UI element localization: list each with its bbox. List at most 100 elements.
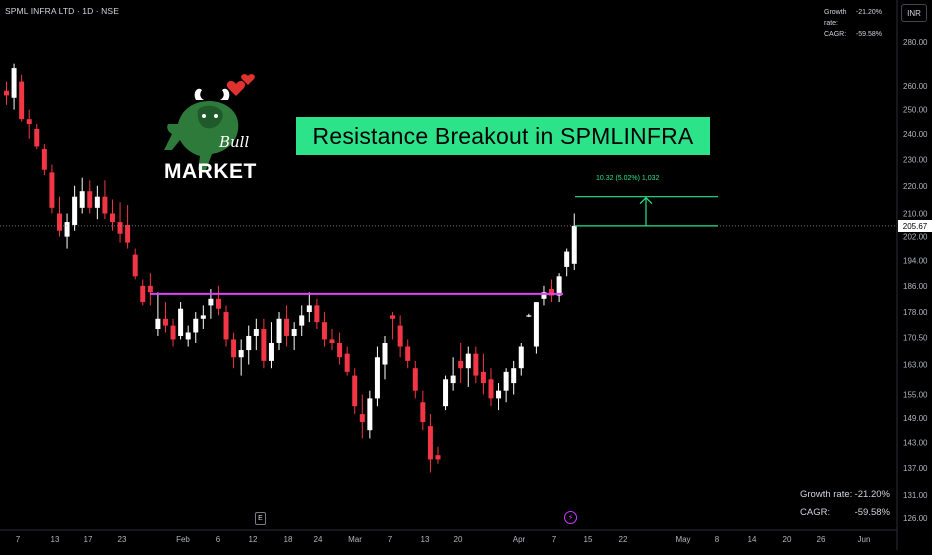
candle-body bbox=[291, 329, 297, 336]
candle bbox=[56, 196, 62, 237]
candle-body bbox=[564, 251, 570, 267]
x-tick-label: 8 bbox=[715, 535, 720, 544]
candle-body bbox=[11, 68, 17, 98]
y-tick-label: 170.50 bbox=[903, 334, 928, 343]
candle bbox=[367, 390, 373, 439]
candle-body bbox=[246, 335, 252, 351]
candle-body bbox=[185, 332, 191, 340]
candle-body bbox=[208, 298, 214, 306]
candle bbox=[276, 312, 282, 351]
candle-body bbox=[284, 318, 290, 336]
candle bbox=[261, 318, 267, 369]
candle-body bbox=[435, 455, 441, 460]
candle bbox=[87, 180, 93, 214]
candle-body bbox=[329, 339, 335, 343]
growth-value: -21.20% bbox=[855, 9, 882, 16]
candle bbox=[253, 318, 259, 351]
candle bbox=[72, 185, 78, 231]
annotation-lines bbox=[0, 196, 897, 295]
candle-body bbox=[473, 353, 479, 376]
candle bbox=[231, 332, 237, 369]
candle bbox=[223, 305, 229, 347]
candle-body bbox=[200, 315, 206, 319]
candle-body bbox=[518, 346, 524, 369]
x-tick-label: May bbox=[675, 535, 690, 544]
earnings-badge[interactable]: E bbox=[255, 512, 266, 525]
candle bbox=[314, 298, 320, 330]
x-tick-label: 6 bbox=[216, 535, 221, 544]
candle bbox=[185, 325, 191, 347]
candle bbox=[511, 360, 517, 395]
candle bbox=[299, 305, 305, 336]
candle bbox=[200, 305, 206, 330]
candle bbox=[473, 346, 479, 384]
y-tick-label: 143.00 bbox=[903, 439, 928, 448]
candle-body bbox=[147, 285, 153, 293]
candle bbox=[155, 292, 161, 336]
candle-body bbox=[496, 390, 502, 399]
candle bbox=[397, 315, 403, 358]
candle-body bbox=[321, 322, 327, 340]
x-tick-label: 15 bbox=[584, 535, 593, 544]
candle-body bbox=[4, 90, 9, 96]
candle bbox=[352, 368, 358, 415]
candle-body bbox=[443, 379, 449, 407]
y-tick-label: 210.00 bbox=[903, 209, 928, 218]
y-tick-label: 220.00 bbox=[903, 182, 928, 191]
x-tick-label: 13 bbox=[51, 535, 60, 544]
lightning-icon[interactable]: ⚡ bbox=[564, 511, 577, 524]
candle bbox=[109, 199, 115, 231]
candle bbox=[458, 342, 464, 384]
candle-body bbox=[344, 353, 350, 372]
candle-body bbox=[511, 368, 517, 384]
symbol-header[interactable]: SPML INFRA LTD · 1D · NSE bbox=[5, 6, 119, 16]
x-tick-label: Feb bbox=[176, 535, 190, 544]
candle bbox=[26, 109, 32, 139]
growth-box-bottom: Growth rate: -21.20% CAGR: -59.58% bbox=[800, 486, 890, 522]
growth-box-top: Growth rate: -21.20% CAGR: -59.58% bbox=[824, 7, 882, 40]
candle-body bbox=[87, 191, 93, 208]
candle-body bbox=[412, 368, 418, 391]
candle bbox=[496, 383, 502, 411]
x-tick-label: Mar bbox=[348, 535, 362, 544]
candle bbox=[564, 248, 570, 277]
candle bbox=[480, 353, 486, 395]
candle-body bbox=[231, 339, 237, 358]
candle-body bbox=[458, 360, 464, 369]
candle-body bbox=[117, 222, 123, 234]
candle-body bbox=[299, 315, 305, 326]
candle-body bbox=[276, 318, 282, 343]
candle-body bbox=[420, 402, 426, 423]
candle bbox=[549, 279, 555, 303]
candle-body bbox=[253, 329, 259, 336]
logo-bull-text: Bull bbox=[219, 133, 250, 151]
candle-body bbox=[155, 318, 161, 330]
x-tick-label: 14 bbox=[748, 535, 757, 544]
candle bbox=[41, 143, 47, 176]
candle bbox=[215, 285, 221, 316]
candle bbox=[291, 322, 297, 351]
candle bbox=[503, 368, 509, 403]
candle bbox=[238, 339, 244, 376]
candle-body bbox=[503, 371, 509, 391]
candle bbox=[541, 285, 547, 306]
candle bbox=[132, 248, 138, 280]
candle bbox=[337, 332, 343, 365]
candle-body bbox=[72, 196, 78, 225]
x-tick-label: 7 bbox=[388, 535, 393, 544]
x-tick-label: 20 bbox=[783, 535, 792, 544]
candle-body bbox=[268, 342, 274, 361]
candle bbox=[4, 81, 9, 105]
growth-label: Growth rate: bbox=[824, 9, 847, 27]
currency-button[interactable]: INR bbox=[901, 4, 927, 22]
x-tick-label: 26 bbox=[817, 535, 826, 544]
candle-body bbox=[261, 329, 267, 361]
candle-body bbox=[541, 292, 547, 299]
y-tick-label: 178.00 bbox=[903, 308, 928, 317]
candle bbox=[140, 279, 146, 306]
measure-label: 10.32 (5.02%) 1,032 bbox=[596, 175, 660, 182]
candle bbox=[162, 302, 168, 333]
candle bbox=[246, 325, 252, 365]
candle bbox=[79, 177, 85, 214]
